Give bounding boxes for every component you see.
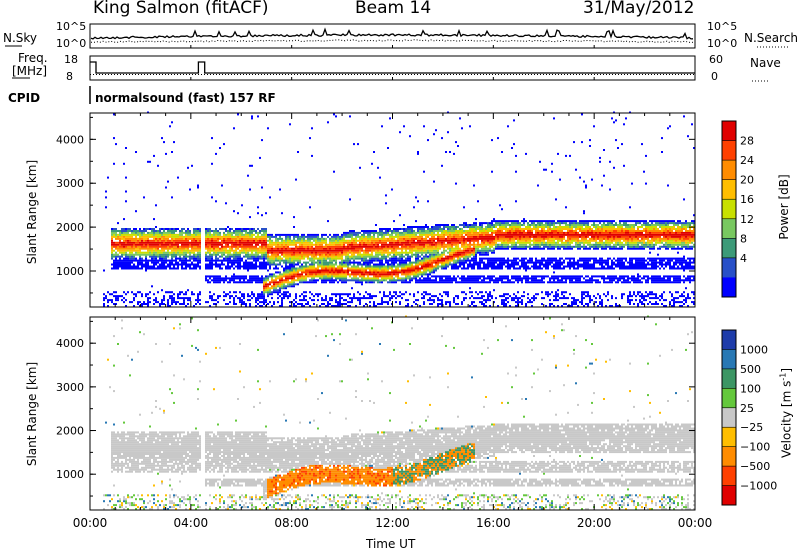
velocity-colorbar-unit: [m s xyxy=(779,380,794,408)
power-ytick-label: 3000 xyxy=(56,177,84,190)
power-colorbar-swatch xyxy=(722,218,736,239)
power-colorbar-swatch xyxy=(722,179,736,200)
velocity-colorbar-swatch xyxy=(722,427,736,448)
power-colorbar-swatch xyxy=(722,121,736,142)
time-xtick-label: 12:00 xyxy=(375,516,410,530)
freq-label: Freq. xyxy=(18,51,48,65)
power-ytick-label: 4000 xyxy=(56,133,84,146)
cpid-text: normalsound (fast) 157 RF xyxy=(95,91,276,105)
cpid-label: CPID xyxy=(8,91,41,105)
power-colorbar-tick-label: 20 xyxy=(740,174,754,187)
noise-left-tick-bottom: 10^0 xyxy=(56,37,87,50)
power-colorbar-frame xyxy=(721,120,737,298)
power-colorbar-label: Power [dB] xyxy=(777,174,791,240)
power-colorbar-swatch xyxy=(722,160,736,181)
velocity-colorbar-unit-close: ] xyxy=(779,367,794,373)
velocity-colorbar-swatch xyxy=(722,466,736,487)
power-colorbar-swatch xyxy=(722,140,736,161)
nsky-label: N.Sky xyxy=(3,31,38,45)
noise-right-tick-bottom: 10^0 xyxy=(707,37,738,50)
nsearch-label: N.Search xyxy=(744,31,799,45)
velocity-colorbar-tick-label: 1000 xyxy=(740,343,768,356)
power-colorbar-swatch xyxy=(722,257,736,278)
time-xtick-label: 16:00 xyxy=(476,516,511,530)
freq-unit-label: [MHz] xyxy=(12,64,48,78)
velocity-colorbar-swatch xyxy=(722,446,736,467)
freq-line xyxy=(90,61,695,74)
velocity-colorbar-tick-label: −25 xyxy=(740,421,763,434)
velocity-colorbar-label: Velocity [m s-1] xyxy=(779,368,794,458)
noise-left-tick-top: 10^5 xyxy=(56,20,87,33)
velocity-colorbar-swatch xyxy=(722,485,736,506)
velocity-ytick-label: 1000 xyxy=(56,468,84,481)
power-ylabel: Slant Range [km] xyxy=(25,159,39,265)
velocity-colorbar-tick-label: −1000 xyxy=(740,480,777,493)
velocity-colorbar-swatch xyxy=(722,388,736,409)
time-xtick-label: 08:00 xyxy=(274,516,309,530)
velocity-ytick-label: 4000 xyxy=(56,337,84,350)
noise-sky-line xyxy=(90,27,694,40)
velocity-colorbar-frame xyxy=(721,329,737,506)
time-xtick-label: 04:00 xyxy=(174,516,209,530)
time-xlabel: Time UT xyxy=(366,537,416,551)
noise-search-line xyxy=(91,39,694,44)
power-colorbar-tick-label: 8 xyxy=(740,232,747,245)
station-title: King Salmon (fitACF) xyxy=(93,0,269,18)
noise-right-tick-top: 10^5 xyxy=(707,20,738,33)
power-colorbar-tick-label: 4 xyxy=(740,252,747,265)
velocity-ytick-label: 3000 xyxy=(56,381,84,394)
power-colorbar-tick-label: 12 xyxy=(740,213,754,226)
velocity-colorbar-name: Velocity xyxy=(779,410,794,459)
power-ytick-label: 1000 xyxy=(56,265,84,278)
power-colorbar-tick-label: 24 xyxy=(740,154,754,167)
velocity-colorbar-tick-label: 100 xyxy=(740,382,761,395)
velocity-heatmap-cells xyxy=(103,315,695,510)
velocity-colorbar-unit-exp: -1 xyxy=(778,372,788,381)
velocity-colorbar-tick-label: −100 xyxy=(740,441,770,454)
velocity-ylabel: Slant Range [km] xyxy=(25,361,39,467)
date-title: 31/May/2012 xyxy=(583,0,695,18)
power-colorbar-swatch xyxy=(722,277,736,298)
freq-left-tick-bottom: 8 xyxy=(66,70,73,83)
power-colorbar-swatch xyxy=(722,238,736,259)
power-heatmap-cells xyxy=(103,111,695,307)
power-colorbar-tick-label: 28 xyxy=(740,135,754,148)
time-xtick-label: 20:00 xyxy=(577,516,612,530)
freq-left-tick-top: 18 xyxy=(64,53,78,66)
beam-title: Beam 14 xyxy=(355,0,432,18)
velocity-colorbar-tick-label: 25 xyxy=(740,402,754,415)
time-xtick-label: 00:00 xyxy=(73,516,108,530)
time-xtick-label: 00:00 xyxy=(678,516,713,530)
velocity-ytick-label: 2000 xyxy=(56,425,84,438)
power-ytick-label: 2000 xyxy=(56,221,84,234)
nave-label: Nave xyxy=(750,56,781,70)
freq-right-tick-top: 60 xyxy=(709,53,723,66)
power-colorbar-swatch xyxy=(722,199,736,220)
velocity-colorbar-tick-label: −500 xyxy=(740,460,770,473)
velocity-colorbar-swatch xyxy=(722,349,736,370)
velocity-colorbar-swatch xyxy=(722,330,736,350)
velocity-colorbar-swatch xyxy=(722,368,736,389)
freq-panel-frame xyxy=(89,55,696,81)
velocity-colorbar-swatch xyxy=(722,407,736,428)
freq-right-tick-bottom: 0 xyxy=(711,70,718,83)
power-colorbar-tick-label: 16 xyxy=(740,193,754,206)
velocity-colorbar-tick-label: 500 xyxy=(740,363,761,376)
